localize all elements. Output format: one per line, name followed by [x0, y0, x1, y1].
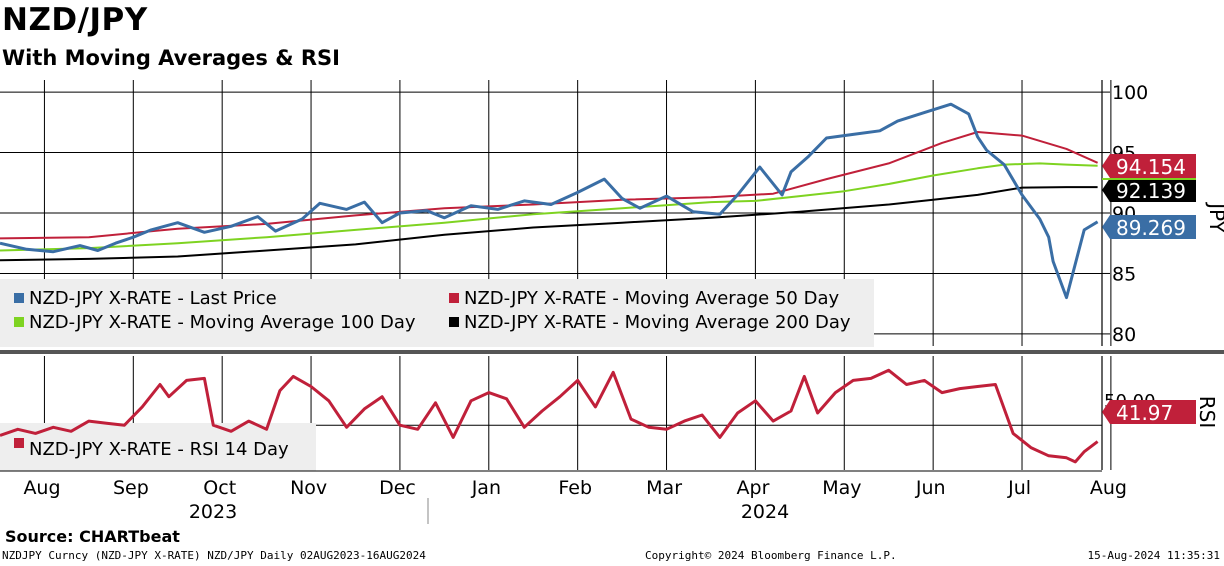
- price-tick-label: 85: [1112, 263, 1136, 285]
- series-line-price: [0, 102, 1099, 300]
- badge-ma50: [1102, 154, 1196, 178]
- x-tick-label: Jun: [915, 477, 946, 499]
- copyright: Copyright© 2024 Bloomberg Finance L.P.: [645, 549, 897, 562]
- x-tick-label: Sep: [113, 477, 149, 499]
- legend-swatch-rsi: [14, 438, 24, 448]
- chart-title: NZD/JPY: [2, 2, 148, 38]
- badge-price: [1102, 215, 1196, 239]
- x-tick-label: May: [822, 477, 861, 499]
- badge-price-value: 89.269: [1116, 216, 1186, 240]
- x-tick-label: Jan: [471, 477, 501, 499]
- series-line-ma200: [0, 186, 1098, 262]
- badge-rsi: [1102, 400, 1196, 424]
- x-axis-labels: Aug Sep Oct Nov Dec Jan Feb Mar Apr May Jun Jul Aug 2…: [23, 477, 1127, 524]
- timestamp: 15-Aug-2024 11:35:31: [1087, 549, 1220, 562]
- legend-swatch-price: [14, 293, 24, 303]
- price-series: [0, 102, 1099, 300]
- x-tick-label: Nov: [290, 477, 327, 499]
- badge-ma200-value: 92.139: [1116, 179, 1186, 203]
- price-legend: NZD-JPY X-RATE - Last Price NZD-JPY X-RAT…: [14, 288, 851, 333]
- rsi-value-badge: 41.97: [1102, 400, 1196, 425]
- x-tick-label: Aug: [1090, 477, 1127, 499]
- price-tick-label: 100: [1112, 82, 1148, 104]
- legend-swatch-ma200: [449, 317, 459, 327]
- year-label-2023: 2023: [189, 501, 237, 523]
- legend-label-price: NZD-JPY X-RATE - Last Price: [29, 288, 277, 309]
- legend-swatch-ma100: [14, 317, 24, 327]
- price-tick-label: 80: [1112, 324, 1136, 346]
- x-tick-label: Jul: [1007, 477, 1031, 499]
- rsi-legend-box: [0, 423, 316, 471]
- source-label: Source: CHARTbeat: [5, 527, 180, 546]
- rsi-series: [0, 368, 1099, 464]
- x-tick-label: Aug: [23, 477, 60, 499]
- series-line-rsi: [0, 368, 1099, 464]
- badge-ma50-value: 94.154: [1116, 155, 1186, 179]
- chart-subtitle: With Moving Averages & RSI: [2, 46, 340, 70]
- x-tick-label: Feb: [558, 477, 592, 499]
- badge-ma200: [1102, 178, 1196, 202]
- price-axis-label: JPY: [1205, 201, 1224, 234]
- year-label-2024: 2024: [741, 501, 789, 523]
- legend-label-ma50: NZD-JPY X-RATE - Moving Average 50 Day: [464, 288, 839, 309]
- ticker-info: NZDJPY Curncy (NZD-JPY X-RATE) NZD/JPY D…: [2, 549, 426, 562]
- panel-separator[interactable]: [0, 350, 1224, 354]
- legend-swatch-ma50: [449, 293, 459, 303]
- x-tick-label: Dec: [379, 477, 416, 499]
- legend-label-rsi: NZD-JPY X-RATE - RSI 14 Day: [29, 439, 289, 460]
- price-legend-box: [0, 279, 874, 347]
- rsi-legend: NZD-JPY X-RATE - RSI 14 Day: [14, 438, 289, 460]
- legend-label-ma100: NZD-JPY X-RATE - Moving Average 100 Day: [29, 312, 416, 333]
- x-tick-label: Oct: [203, 477, 236, 499]
- badge-rsi-value: 41.97: [1116, 401, 1173, 425]
- legend-label-ma200: NZD-JPY X-RATE - Moving Average 200 Day: [464, 312, 851, 333]
- rsi-axis-label: RSI: [1195, 396, 1219, 429]
- rsi-panel: 50.00 41.97 RSI NZD-JPY X-RATE - RSI 14 …: [0, 356, 1219, 471]
- x-tick-label: Mar: [646, 477, 682, 499]
- x-tick-label: Apr: [737, 477, 770, 499]
